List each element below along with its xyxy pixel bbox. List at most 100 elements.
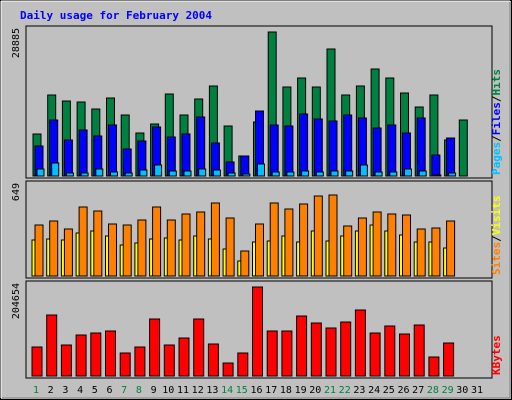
- bar-sites: [387, 213, 397, 277]
- bar-kbytes: [90, 332, 102, 377]
- bar-kbytes: [443, 342, 455, 377]
- x-tick-label: 7: [121, 385, 127, 396]
- bar-kbytes: [193, 318, 205, 377]
- bar-sites: [108, 223, 117, 277]
- bar-pages: [36, 168, 45, 177]
- x-tick-label: 10: [162, 385, 174, 396]
- bar-sites: [299, 203, 309, 277]
- bar-sites: [137, 219, 147, 277]
- legend-entry: Hits: [490, 69, 503, 96]
- chart-panels: 28885Pages/Files/Hits649Sites/Visits2046…: [11, 25, 503, 379]
- bar-sites: [34, 224, 44, 277]
- bar-sites: [93, 210, 103, 277]
- bar-sites: [402, 214, 411, 277]
- panel-kbytes-ymax-label: 204654: [11, 283, 22, 319]
- bar-pages: [154, 164, 163, 177]
- x-tick-label: 11: [177, 385, 189, 396]
- bar-sites: [446, 220, 456, 277]
- x-tick-label: 26: [397, 385, 409, 396]
- bar-files: [431, 154, 441, 177]
- bar-kbytes: [222, 362, 234, 377]
- bar-pages: [374, 171, 383, 177]
- legend-entry: /: [490, 135, 503, 142]
- x-tick-label: 1: [33, 385, 39, 396]
- bar-sites: [269, 202, 279, 277]
- bar-pages: [345, 170, 354, 177]
- x-tick-label: 16: [250, 385, 262, 396]
- x-tick-label: 21: [324, 385, 336, 396]
- bar-kbytes: [310, 322, 322, 377]
- bar-hits: [458, 119, 468, 177]
- bar-kbytes: [178, 337, 190, 377]
- bar-files: [166, 136, 176, 177]
- legend-entry: Files: [490, 102, 503, 135]
- bar-pages: [212, 169, 221, 177]
- bar-sites: [357, 217, 367, 277]
- bar-files: [387, 124, 397, 177]
- bar-kbytes: [281, 330, 293, 377]
- bar-files: [284, 125, 294, 177]
- x-tick-label: 12: [192, 385, 204, 396]
- bar-pages: [330, 170, 339, 177]
- bar-sites: [255, 223, 264, 277]
- x-tick-label: 9: [151, 385, 157, 396]
- bar-sites: [78, 206, 88, 277]
- x-tick-label: 18: [280, 385, 292, 396]
- bar-files: [343, 114, 353, 177]
- bar-sites: [166, 219, 176, 277]
- bar-files: [416, 117, 426, 177]
- bar-files: [446, 137, 456, 177]
- bar-sites: [63, 228, 73, 277]
- series-pages: [36, 162, 457, 177]
- bar-kbytes: [134, 346, 146, 377]
- bar-kbytes: [340, 321, 352, 377]
- x-tick-label: 8: [136, 385, 142, 396]
- bar-kbytes: [163, 344, 175, 377]
- panel-visits: 649 Sites/Visits: [11, 180, 503, 279]
- bar-files: [78, 129, 88, 177]
- bar-files: [313, 118, 323, 177]
- bar-sites: [122, 224, 132, 277]
- bar-files: [122, 148, 132, 177]
- bar-kbytes: [105, 330, 116, 377]
- x-tick-label: 25: [383, 385, 395, 396]
- chart-title: Daily usage for February 2004: [20, 9, 212, 22]
- x-tick-label: 13: [206, 385, 218, 396]
- bar-pages: [301, 170, 310, 177]
- series-kbytes: [31, 286, 455, 377]
- bar-sites: [225, 217, 235, 277]
- legend-entry: Pages: [490, 142, 503, 175]
- x-tick-label: 6: [106, 385, 112, 396]
- bar-pages: [271, 171, 280, 177]
- bar-sites: [313, 195, 323, 277]
- bar-kbytes: [207, 343, 219, 377]
- series-sites: [34, 194, 456, 277]
- bar-sites: [49, 220, 59, 277]
- bar-pages: [95, 168, 104, 177]
- bar-files: [269, 124, 279, 177]
- bar-sites: [431, 227, 441, 277]
- bar-kbytes: [252, 286, 263, 377]
- x-tick-label: 5: [92, 385, 98, 396]
- bar-files: [328, 120, 338, 177]
- bar-files: [196, 116, 206, 177]
- legend-entry: Visits: [490, 196, 503, 236]
- panel-kbytes-legend: KBytes: [490, 335, 503, 375]
- legend-entry: KBytes: [490, 335, 503, 375]
- x-tick-label: 2: [48, 385, 54, 396]
- bar-pages: [286, 171, 295, 177]
- bar-kbytes: [369, 332, 381, 377]
- bar-files: [181, 133, 191, 177]
- bar-kbytes: [266, 330, 278, 377]
- panel-kbytes: 204654 KBytes: [11, 280, 503, 379]
- legend-entry: Sites: [490, 242, 503, 275]
- bar-kbytes: [60, 344, 72, 377]
- x-axis-tick-labels: 1 2 3 4 5 6 7 8 9 10 11 12 13 14 15 16 17 18 19 20 21 22 23 24 2…: [33, 385, 483, 396]
- x-tick-label: 4: [77, 385, 83, 396]
- panel-hits-ymax-label: 28885: [11, 28, 22, 58]
- bar-pages: [110, 171, 118, 177]
- x-tick-label: 30: [456, 385, 468, 396]
- bar-pages: [168, 170, 177, 177]
